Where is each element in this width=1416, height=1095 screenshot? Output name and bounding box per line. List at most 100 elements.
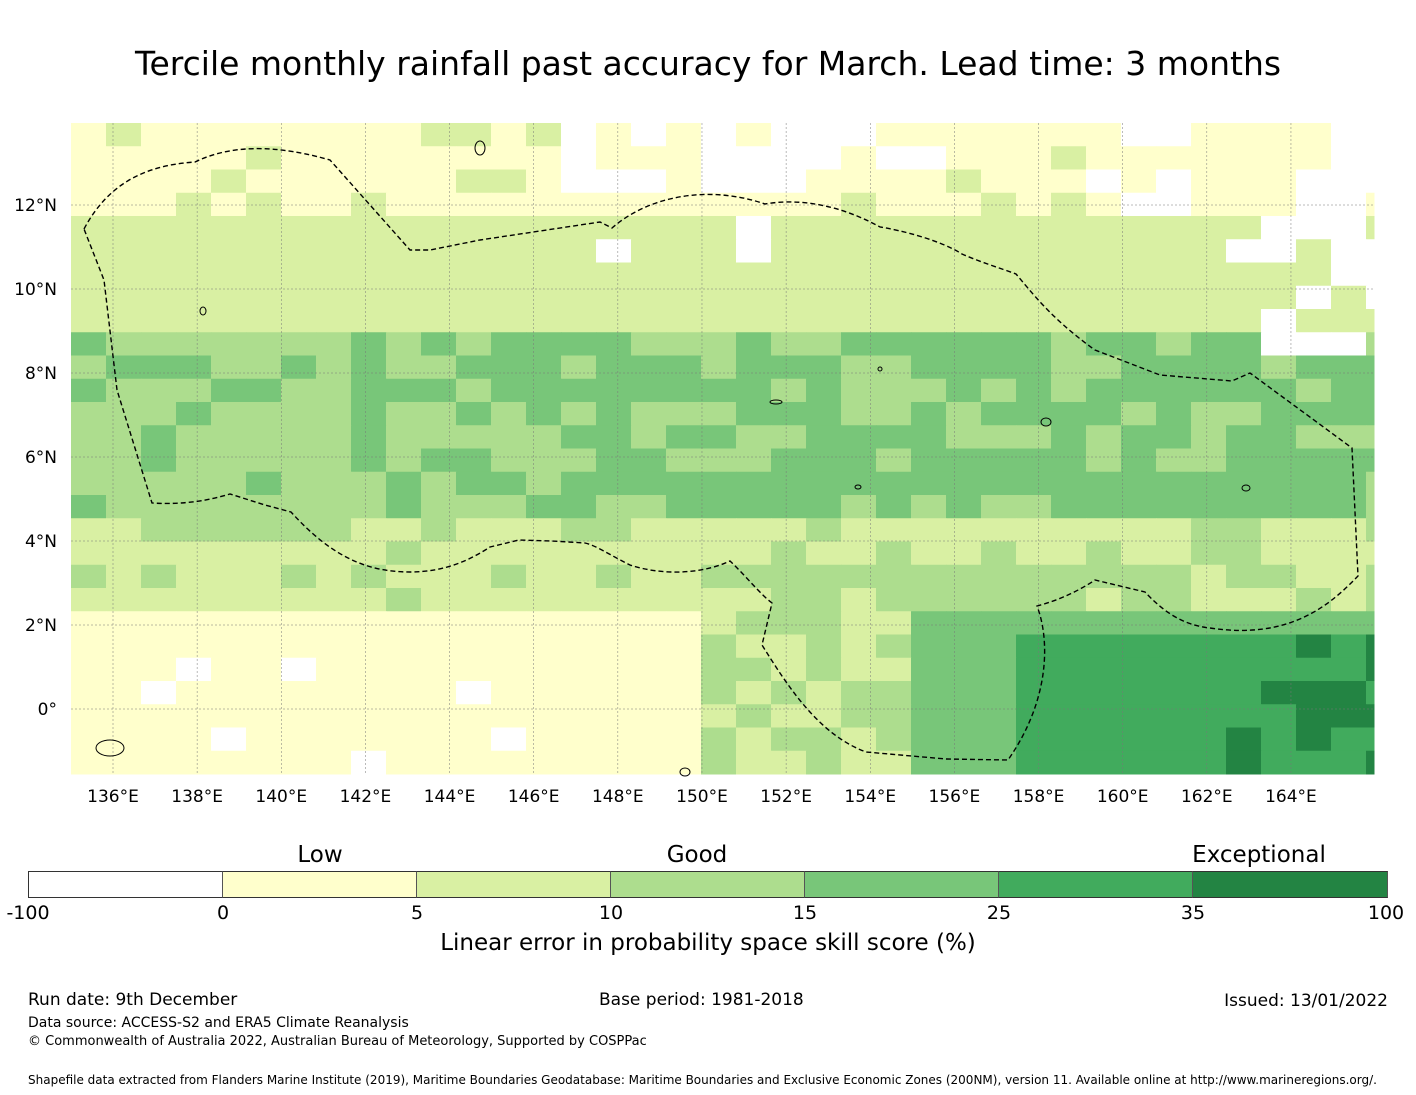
skill-cell: [1191, 123, 1227, 147]
skill-cell: [596, 471, 632, 496]
skill-cell: [1331, 216, 1367, 240]
skill-cell: [911, 704, 947, 728]
skill-cell: [211, 448, 247, 473]
skill-cell: [421, 285, 457, 310]
skill-cell: [841, 216, 877, 240]
skill-cell: [981, 378, 1017, 403]
skill-cell: [701, 285, 737, 310]
skill-cell: [596, 262, 632, 287]
skill-cell: [1226, 495, 1262, 519]
skill-cell: [1261, 495, 1297, 519]
skill-cell: [71, 471, 107, 496]
skill-cell: [911, 192, 947, 217]
skill-cell: [386, 285, 422, 310]
skill-cell: [1016, 611, 1052, 635]
skill-cell: [876, 495, 912, 519]
skill-cell: [1331, 169, 1367, 194]
skill-cell: [1191, 541, 1227, 566]
skill-cell: [981, 262, 1017, 287]
colorbar-swatch: [805, 871, 999, 898]
skill-cell: [71, 169, 107, 194]
skill-cell: [281, 541, 317, 566]
skill-cell: [106, 588, 142, 612]
skill-cell: [701, 402, 737, 426]
skill-cell: [316, 216, 352, 240]
skill-cell: [596, 192, 632, 217]
skill-cell: [141, 239, 177, 263]
skill-cell: [526, 169, 562, 194]
skill-cell: [1121, 285, 1157, 310]
skill-cell: [1191, 564, 1227, 589]
longitude-tick-label: 160°E: [1097, 787, 1149, 807]
skill-cell: [316, 750, 352, 775]
skill-cell: [701, 611, 737, 635]
skill-cell: [491, 192, 527, 217]
skill-cell: [1121, 564, 1157, 589]
skill-cell: [806, 402, 842, 426]
skill-cell: [1051, 239, 1087, 263]
skill-cell: [981, 727, 1017, 752]
skill-cell: [736, 657, 772, 682]
skill-cell: [596, 518, 632, 542]
skill-cell: [71, 146, 107, 170]
longitude-tick-label: 144°E: [424, 787, 476, 807]
skill-cell: [71, 657, 107, 682]
skill-cell: [351, 588, 387, 612]
skill-cell: [1261, 169, 1297, 194]
skill-cell: [351, 146, 387, 170]
skill-cell: [806, 518, 842, 542]
skill-cell: [1191, 750, 1227, 775]
skill-cell: [421, 239, 457, 263]
skill-cell: [561, 402, 597, 426]
skill-cell: [141, 378, 177, 403]
skill-cell: [456, 355, 492, 380]
skill-cell: [141, 309, 177, 333]
skill-cell: [561, 541, 597, 566]
skill-cell: [806, 425, 842, 449]
skill-cell: [1296, 471, 1332, 496]
skill-cell: [176, 285, 212, 310]
skill-cell: [876, 239, 912, 263]
skill-cell: [946, 704, 982, 728]
skill-cell: [106, 750, 142, 775]
skill-cell: [841, 564, 877, 589]
latitude-tick-label: 10°N: [14, 280, 57, 300]
skill-cell: [281, 588, 317, 612]
skill-cell: [1331, 146, 1367, 170]
longitude-tick-label: 152°E: [760, 787, 812, 807]
skill-cell: [1331, 471, 1367, 496]
skill-cell: [1086, 285, 1122, 310]
longitude-tick-label: 150°E: [676, 787, 728, 807]
colorbar-tick: 10: [598, 902, 624, 924]
skill-cell: [596, 169, 632, 194]
skill-cell: [876, 216, 912, 240]
skill-cell: [666, 611, 702, 635]
skill-cell: [106, 448, 142, 473]
skill-cell: [981, 448, 1017, 473]
skill-cell: [911, 588, 947, 612]
skill-cell: [771, 169, 807, 194]
skill-cell: [841, 309, 877, 333]
skill-cell: [911, 471, 947, 496]
skill-cell: [771, 123, 807, 147]
skill-cell: [176, 727, 212, 752]
skill-cell: [911, 285, 947, 310]
skill-cell: [176, 332, 212, 356]
skill-cell: [561, 239, 597, 263]
skill-cell: [1261, 657, 1297, 682]
skill-cell: [456, 332, 492, 356]
skill-cell: [421, 146, 457, 170]
skill-cell: [1261, 634, 1297, 659]
skill-cell: [1191, 169, 1227, 194]
skill-cell: [1121, 495, 1157, 519]
skill-cell: [1331, 634, 1367, 659]
skill-cell: [141, 123, 177, 147]
skill-cell: [71, 634, 107, 659]
skill-cell: [946, 495, 982, 519]
skill-cell: [1121, 704, 1157, 728]
skill-cell: [526, 262, 562, 287]
skill-cell: [491, 262, 527, 287]
skill-cell: [316, 123, 352, 147]
skill-cell: [596, 727, 632, 752]
skill-cell: [1261, 216, 1297, 240]
